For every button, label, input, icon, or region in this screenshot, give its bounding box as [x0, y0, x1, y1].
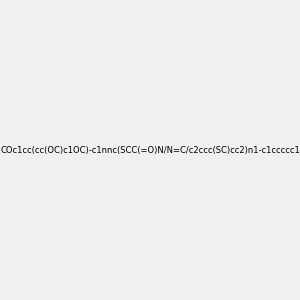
Text: COc1cc(cc(OC)c1OC)-c1nnc(SCC(=O)N/N=C/c2ccc(SC)cc2)n1-c1ccccc1: COc1cc(cc(OC)c1OC)-c1nnc(SCC(=O)N/N=C/c2… [0, 146, 300, 154]
